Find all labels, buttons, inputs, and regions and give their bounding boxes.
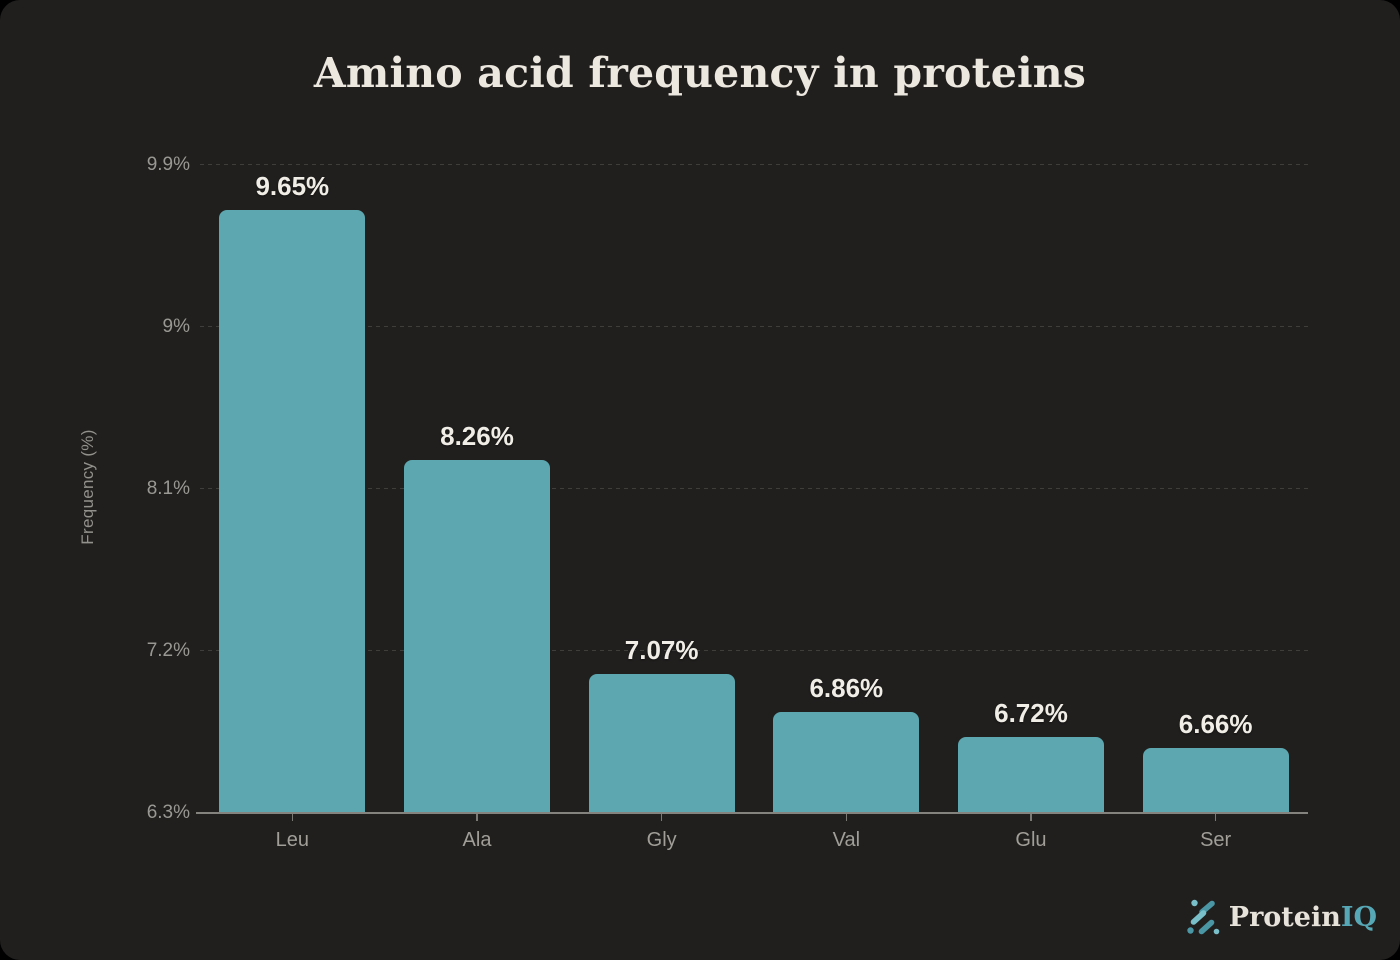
y-tick-label: 8.1% [146,478,190,499]
x-tick [660,814,663,821]
gridline [200,326,1308,328]
bar-value-label: 9.65% [255,171,330,201]
y-tick-label: 7.2% [146,640,190,661]
bar-value-label: 7.07% [624,635,699,666]
x-tick [1214,814,1217,821]
bar-value-label: 6.66% [1178,709,1253,740]
brand-text-primary: Protein [1228,901,1341,933]
x-axis-label: Val [832,829,861,851]
x-axis-label: Leu [275,829,310,851]
y-tick-label: 6.3% [146,802,190,823]
plot-area: 6.3% 7.2% 8.1% 9% 9.9% 9.65% Leu 8.26% Ala 7.07% G… [147,154,1308,851]
gridline [200,650,1308,652]
bar-value-label: 8.26% [440,421,514,452]
bar-leu [219,210,366,813]
x-axis-label: Ser [1200,829,1232,851]
bar-ala [404,460,550,813]
x-tick [476,814,478,821]
x-axis-label: Gly [646,829,677,851]
y-tick-label: 9.9% [146,154,190,175]
bar-gly [588,674,735,813]
brand-logo: ProteinIQ [1186,898,1377,936]
x-tick [845,814,848,821]
brand-logo-text: ProteinIQ [1229,904,1377,931]
gridline [200,488,1308,490]
bar-value-label: 6.86% [809,673,884,704]
bar-glu [958,737,1104,813]
y-axis-title: Frequency (%) [78,429,97,545]
x-tick [291,814,294,821]
x-axis-label: Ala [462,829,492,851]
molecule-icon [1187,899,1220,935]
brand-text-accent: IQ [1340,901,1377,933]
x-axis-label: Glu [1015,829,1047,851]
chart-title: Amino acid frequency in proteins [313,49,1087,97]
bar-val [773,712,920,813]
bar-ser [1142,748,1289,813]
bar-value-label: 6.72% [994,698,1068,729]
gridline [200,164,1308,166]
y-tick-label: 9% [162,316,190,337]
x-axis-line [196,812,1308,814]
x-tick [1030,814,1032,821]
